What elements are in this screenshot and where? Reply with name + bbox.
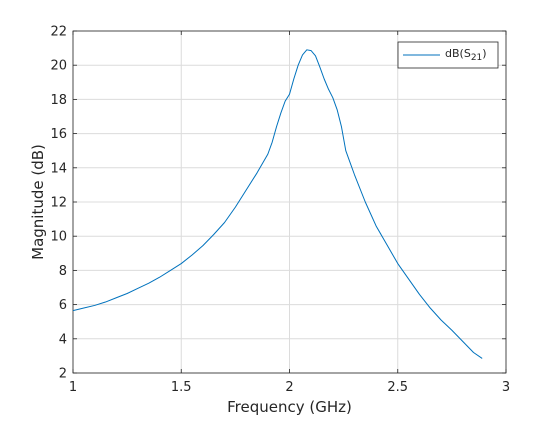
x-tick-label: 3: [502, 380, 510, 395]
grid: [72, 30, 507, 374]
y-tick-label: 12: [50, 196, 67, 211]
y-tick-label: 4: [59, 332, 67, 347]
y-tick-label: 10: [50, 230, 67, 245]
y-tick-label: 2: [59, 367, 67, 382]
y-tick-label: 6: [59, 298, 67, 313]
y-axis-label: Magnitude (dB): [29, 144, 47, 260]
axis-ticks: 1 1.5 2 2.5 3 2 4 6 8 10 12 14 16 18 20 22: [50, 25, 510, 396]
y-tick-label: 22: [50, 25, 67, 40]
legend: dB(S21): [397, 41, 499, 69]
y-tick-label: 16: [50, 127, 67, 142]
y-tick-label: 18: [50, 93, 67, 108]
y-tick-label: 20: [50, 59, 67, 74]
legend-label-suffix: ): [482, 47, 486, 60]
legend-label-base: dB(S: [445, 47, 471, 60]
x-axis-label: Frequency (GHz): [227, 398, 352, 416]
x-tick-label: 2.5: [387, 380, 408, 395]
legend-label-subscript: 21: [471, 53, 482, 63]
legend-label: dB(S21): [445, 47, 487, 63]
series-line: [72, 49, 483, 359]
x-tick-label: 1: [69, 380, 77, 395]
y-tick-label: 8: [59, 264, 67, 279]
x-tick-label: 1.5: [171, 380, 192, 395]
series-layer: [72, 49, 483, 359]
y-tick-label: 14: [50, 161, 67, 176]
x-tick-label: 2: [285, 380, 293, 395]
